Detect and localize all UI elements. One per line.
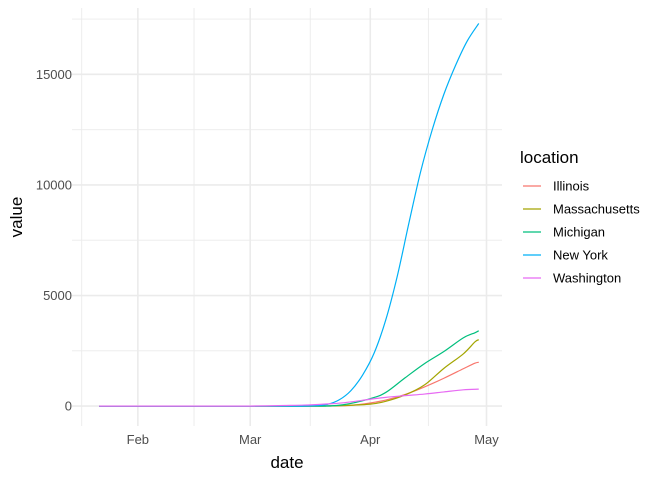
y-tick-label: 0 — [65, 399, 72, 414]
series-line-new-york — [99, 23, 480, 407]
legend-item-michigan: Michigan — [523, 225, 605, 240]
y-tick-label: 15000 — [36, 67, 72, 82]
legend-label-new-york: New York — [553, 248, 608, 263]
legend-label-washington: Washington — [553, 271, 621, 286]
major-gridlines — [72, 8, 502, 426]
x-tick-label: Mar — [239, 432, 262, 447]
legend: location Illinois Massachusetts Michigan Ne… — [520, 148, 640, 286]
x-tick-label: Feb — [127, 432, 149, 447]
x-axis-tick-labels: Feb Mar Apr May — [127, 432, 500, 447]
minor-gridlines — [72, 8, 502, 426]
legend-item-illinois: Illinois — [523, 179, 590, 194]
legend-item-new-york: New York — [523, 248, 608, 263]
y-tick-label: 5000 — [43, 288, 72, 303]
series-lines — [99, 23, 480, 407]
series-line-washington — [99, 388, 479, 407]
legend-item-massachusetts: Massachusetts — [523, 202, 640, 217]
legend-label-michigan: Michigan — [553, 225, 605, 240]
legend-label-illinois: Illinois — [553, 179, 590, 194]
y-axis-title: value — [7, 197, 26, 238]
legend-item-washington: Washington — [523, 271, 621, 286]
y-tick-label: 10000 — [36, 177, 72, 192]
y-axis-tick-labels: 0 5000 10000 15000 — [36, 67, 72, 414]
series-line-illinois — [99, 361, 479, 407]
x-tick-label: Apr — [360, 432, 381, 447]
legend-label-massachusetts: Massachusetts — [553, 202, 640, 217]
series-line-michigan — [99, 330, 480, 407]
x-tick-label: May — [474, 432, 499, 447]
x-axis-title: date — [270, 453, 303, 472]
legend-title: location — [520, 148, 579, 167]
series-line-massachusetts — [99, 339, 480, 407]
legend-items: Illinois Massachusetts Michigan New York Was… — [523, 179, 640, 286]
